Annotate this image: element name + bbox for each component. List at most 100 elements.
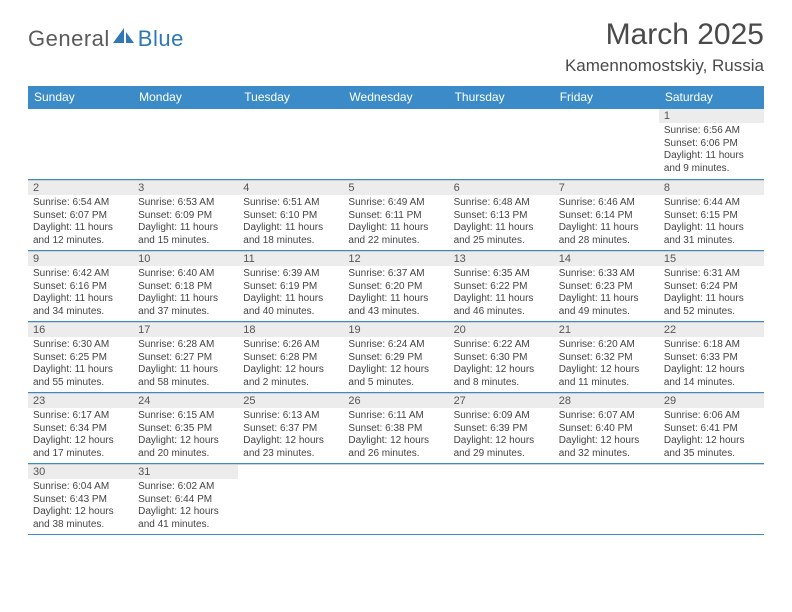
header: General Blue March 2025 Kamennomostskiy,… (28, 18, 764, 76)
calendar-row: 23Sunrise: 6:17 AMSunset: 6:34 PMDayligh… (28, 393, 764, 464)
day-details: Sunrise: 6:26 AMSunset: 6:28 PMDaylight:… (243, 339, 338, 389)
day-number: 15 (659, 252, 764, 266)
calendar-cell: 28Sunrise: 6:07 AMSunset: 6:40 PMDayligh… (554, 393, 659, 463)
day-number: 19 (343, 323, 448, 337)
calendar-cell: 23Sunrise: 6:17 AMSunset: 6:34 PMDayligh… (28, 393, 133, 463)
day-number: 25 (238, 394, 343, 408)
calendar-cell: 9Sunrise: 6:42 AMSunset: 6:16 PMDaylight… (28, 251, 133, 321)
calendar-cell: 21Sunrise: 6:20 AMSunset: 6:32 PMDayligh… (554, 322, 659, 392)
calendar-cell (449, 464, 554, 534)
calendar-body: 1 Sunrise: 6:56 AMSunset: 6:06 PMDaylight… (28, 109, 764, 535)
calendar-cell: 18 Sunrise: 6:26 AMSunset: 6:28 PMDayligh… (238, 322, 343, 392)
day-details: Sunrise: 6:56 AMSunset: 6:06 PMDaylight:… (664, 125, 759, 175)
day-number: 20 (449, 323, 554, 337)
day-details: Sunrise: 6:24 AMSunset: 6:29 PMDaylight:… (348, 339, 443, 389)
calendar-cell: 2 Sunrise: 6:54 AMSunset: 6:07 PMDaylight… (28, 180, 133, 250)
calendar-cell: 5Sunrise: 6:49 AMSunset: 6:11 PMDaylight… (343, 180, 448, 250)
day-details: Sunrise: 6:18 AMSunset: 6:33 PMDaylight:… (664, 339, 759, 389)
calendar-cell: 29Sunrise: 6:06 AMSunset: 6:41 PMDayligh… (659, 393, 764, 463)
day-number: 23 (28, 394, 133, 408)
day-details: Sunrise: 6:37 AMSunset: 6:20 PMDaylight:… (348, 268, 443, 318)
day-details: Sunrise: 6:30 AMSunset: 6:25 PMDaylight:… (33, 339, 128, 389)
day-number: 17 (133, 323, 238, 337)
day-details: Sunrise: 6:09 AMSunset: 6:39 PMDaylight:… (454, 410, 549, 460)
calendar-cell: 20Sunrise: 6:22 AMSunset: 6:30 PMDayligh… (449, 322, 554, 392)
day-number: 2 (28, 181, 133, 195)
day-number: 8 (659, 181, 764, 195)
day-details: Sunrise: 6:31 AMSunset: 6:24 PMDaylight:… (664, 268, 759, 318)
calendar-cell: 16Sunrise: 6:30 AMSunset: 6:25 PMDayligh… (28, 322, 133, 392)
day-details: Sunrise: 6:54 AMSunset: 6:07 PMDaylight:… (33, 197, 128, 247)
day-number: 27 (449, 394, 554, 408)
day-number: 24 (133, 394, 238, 408)
day-details: Sunrise: 6:07 AMSunset: 6:40 PMDaylight:… (559, 410, 654, 460)
calendar-row: 9Sunrise: 6:42 AMSunset: 6:16 PMDaylight… (28, 251, 764, 322)
weekday-friday: Friday (554, 86, 659, 109)
calendar-cell (659, 464, 764, 534)
day-number: 3 (133, 181, 238, 195)
logo-text-blue: Blue (138, 26, 184, 52)
calendar-cell: 14 Sunrise: 6:33 AMSunset: 6:23 PMDayligh… (554, 251, 659, 321)
day-details: Sunrise: 6:48 AMSunset: 6:13 PMDaylight:… (454, 197, 549, 247)
calendar-cell: 24 Sunrise: 6:15 AMSunset: 6:35 PMDayligh… (133, 393, 238, 463)
day-details: Sunrise: 6:02 AMSunset: 6:44 PMDaylight:… (138, 481, 233, 531)
day-details: Sunrise: 6:13 AMSunset: 6:37 PMDaylight:… (243, 410, 338, 460)
calendar-cell (554, 109, 659, 179)
calendar-cell: 10 Sunrise: 6:40 AMSunset: 6:18 PMDayligh… (133, 251, 238, 321)
weekday-monday: Monday (133, 86, 238, 109)
location: Kamennomostskiy, Russia (565, 56, 764, 76)
day-details: Sunrise: 6:33 AMSunset: 6:23 PMDaylight:… (559, 268, 654, 318)
calendar-cell: 22 Sunrise: 6:18 AMSunset: 6:33 PMDayligh… (659, 322, 764, 392)
calendar-header-row: Sunday Monday Tuesday Wednesday Thursday… (28, 86, 764, 109)
calendar-cell: 31 Sunrise: 6:02 AMSunset: 6:44 PMDayligh… (133, 464, 238, 534)
day-details: Sunrise: 6:35 AMSunset: 6:22 PMDaylight:… (454, 268, 549, 318)
day-number: 12 (343, 252, 448, 266)
calendar-cell: 15 Sunrise: 6:31 AMSunset: 6:24 PMDayligh… (659, 251, 764, 321)
calendar-cell (554, 464, 659, 534)
month-title: March 2025 (565, 18, 764, 52)
day-number: 22 (659, 323, 764, 337)
calendar-cell (133, 109, 238, 179)
calendar-cell: 27 Sunrise: 6:09 AMSunset: 6:39 PMDayligh… (449, 393, 554, 463)
day-number: 5 (343, 181, 448, 195)
calendar-cell: 3 Sunrise: 6:53 AMSunset: 6:09 PMDaylight… (133, 180, 238, 250)
calendar-cell: 8Sunrise: 6:44 AMSunset: 6:15 PMDaylight… (659, 180, 764, 250)
weekday-thursday: Thursday (449, 86, 554, 109)
calendar-cell: 12 Sunrise: 6:37 AMSunset: 6:20 PMDayligh… (343, 251, 448, 321)
calendar-cell (238, 109, 343, 179)
logo: General Blue (28, 26, 184, 52)
calendar-cell: 19 Sunrise: 6:24 AMSunset: 6:29 PMDayligh… (343, 322, 448, 392)
calendar: Sunday Monday Tuesday Wednesday Thursday… (28, 86, 764, 535)
day-number: 4 (238, 181, 343, 195)
logo-text-general: General (28, 26, 110, 52)
weekday-tuesday: Tuesday (238, 86, 343, 109)
day-number: 26 (343, 394, 448, 408)
day-number: 1 (659, 109, 764, 123)
calendar-row: 2 Sunrise: 6:54 AMSunset: 6:07 PMDaylight… (28, 180, 764, 251)
day-number: 29 (659, 394, 764, 408)
calendar-row: 30Sunrise: 6:04 AMSunset: 6:43 PMDayligh… (28, 464, 764, 535)
day-details: Sunrise: 6:40 AMSunset: 6:18 PMDaylight:… (138, 268, 233, 318)
day-details: Sunrise: 6:42 AMSunset: 6:16 PMDaylight:… (33, 268, 128, 318)
day-number: 7 (554, 181, 659, 195)
calendar-row: 16Sunrise: 6:30 AMSunset: 6:25 PMDayligh… (28, 322, 764, 393)
day-details: Sunrise: 6:53 AMSunset: 6:09 PMDaylight:… (138, 197, 233, 247)
calendar-cell: 6Sunrise: 6:48 AMSunset: 6:13 PMDaylight… (449, 180, 554, 250)
day-details: Sunrise: 6:15 AMSunset: 6:35 PMDaylight:… (138, 410, 233, 460)
day-details: Sunrise: 6:04 AMSunset: 6:43 PMDaylight:… (33, 481, 128, 531)
calendar-cell (28, 109, 133, 179)
calendar-cell (343, 464, 448, 534)
calendar-cell: 11Sunrise: 6:39 AMSunset: 6:19 PMDayligh… (238, 251, 343, 321)
day-number: 18 (238, 323, 343, 337)
weekday-wednesday: Wednesday (343, 86, 448, 109)
day-number: 31 (133, 465, 238, 479)
day-number: 10 (133, 252, 238, 266)
calendar-cell: 4Sunrise: 6:51 AMSunset: 6:10 PMDaylight… (238, 180, 343, 250)
calendar-cell: 25 Sunrise: 6:13 AMSunset: 6:37 PMDayligh… (238, 393, 343, 463)
day-number: 14 (554, 252, 659, 266)
weekday-sunday: Sunday (28, 86, 133, 109)
day-number: 13 (449, 252, 554, 266)
calendar-cell: 17Sunrise: 6:28 AMSunset: 6:27 PMDayligh… (133, 322, 238, 392)
day-details: Sunrise: 6:39 AMSunset: 6:19 PMDaylight:… (243, 268, 338, 318)
calendar-cell: 13 Sunrise: 6:35 AMSunset: 6:22 PMDayligh… (449, 251, 554, 321)
